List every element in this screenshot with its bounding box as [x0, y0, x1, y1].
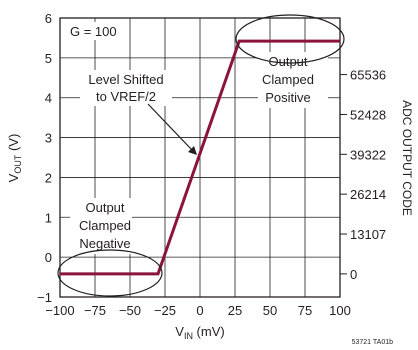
y-tick-label-7: 6 — [45, 11, 52, 26]
clamp-negative-label-line1: Output — [85, 200, 124, 215]
clamp-positive-label-line3: Positive — [265, 90, 311, 105]
clamp-positive-label-line2: Clamped — [262, 72, 314, 87]
y2-axis-title: ADC OUTPUT CODE — [400, 100, 414, 216]
y-tick-labels: −1 0 1 2 3 4 5 6 — [37, 11, 52, 305]
x-tick-label-6: 50 — [263, 303, 277, 318]
figure-id: 53721 TA01b — [352, 339, 393, 346]
y2-tick-labels: 0 13107 26214 39322 52428 65536 — [340, 68, 386, 282]
y2-tick-label-3: 39322 — [350, 147, 386, 162]
y-tick-label-4: 3 — [45, 131, 52, 146]
clamp-negative-label-line2: Clamped — [79, 218, 131, 233]
level-shift-label-bg — [80, 70, 172, 106]
level-shift-label-line1: Level Shifted — [88, 72, 163, 87]
y-tick-label-1: 0 — [45, 250, 52, 265]
x-tick-label-5: 25 — [228, 303, 242, 318]
y2-tick-label-2: 26214 — [350, 187, 386, 202]
level-shift-label-line2: to VREF/2 — [96, 89, 156, 104]
clamp-negative-label-line3: Negative — [79, 236, 130, 251]
y-tick-label-3: 2 — [45, 170, 52, 185]
y2-tick-label-5: 65536 — [350, 68, 386, 83]
clamp-negative-ellipse — [57, 249, 163, 297]
x-tick-label-8: 100 — [329, 303, 351, 318]
clamp-positive-ellipse — [235, 14, 345, 64]
x-tick-label-3: −25 — [154, 303, 176, 318]
clamp-negative-label-bg — [70, 198, 132, 254]
y-tick-label-6: 5 — [45, 51, 52, 66]
y-tick-label-2: 1 — [45, 210, 52, 225]
x-tick-label-4: 0 — [196, 303, 203, 318]
y2-tick-label-0: 0 — [350, 267, 357, 282]
x-tick-labels: −100 −75 −50 −25 0 25 50 75 100 — [45, 303, 351, 318]
x-tick-label-2: −50 — [119, 303, 141, 318]
plot-frame — [59, 17, 341, 298]
gain-label-bg — [64, 22, 126, 40]
x-tick-label-7: 75 — [298, 303, 312, 318]
y-tick-label-5: 4 — [45, 91, 52, 106]
level-shift-arrow — [147, 103, 193, 151]
level-shift-arrowhead — [188, 146, 197, 155]
y-axis-title: VOUT (V) — [6, 134, 23, 183]
x-axis-title: VIN (mV) — [175, 324, 224, 341]
x-tick-label-0: −100 — [45, 303, 74, 318]
gain-label: G = 100 — [70, 24, 117, 39]
series-line-0 — [60, 39, 340, 276]
x-tick-label-1: −75 — [84, 303, 106, 318]
data-series — [60, 39, 340, 276]
y2-tick-label-4: 52428 — [350, 107, 386, 122]
clamp-positive-label-line1: Output — [268, 54, 307, 69]
y-tick-label-0: −1 — [37, 290, 52, 305]
y2-tick-label-1: 13107 — [350, 227, 386, 242]
